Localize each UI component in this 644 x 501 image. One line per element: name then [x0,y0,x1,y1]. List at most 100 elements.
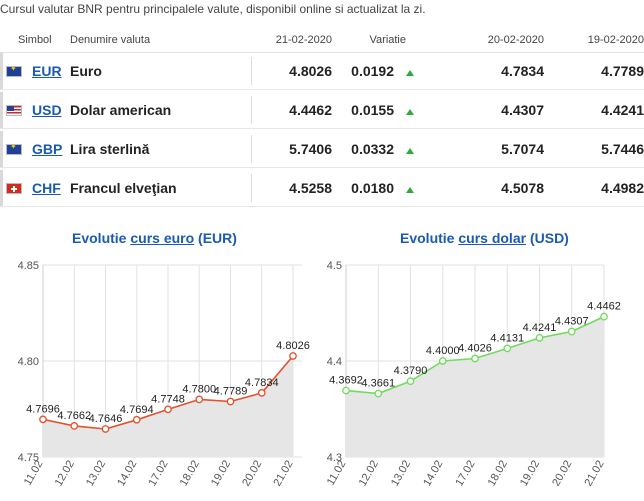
rate-variation: 0.0332 [351,141,394,157]
x-tick-label: 17.02 [453,459,477,489]
eu-flag-icon [6,65,22,77]
data-point [374,389,383,398]
rate-date-1: 4.4462 [289,102,332,118]
data-label: 4.4026 [458,343,492,355]
arrow-up-icon [406,187,414,193]
header-date-1: 21-02-2020 [275,33,332,46]
eu-flag-icon [6,143,22,155]
y-tick-label: 4.4 [327,356,342,368]
table-row: EUR Euro 4.8026 0.0192 4.7834 4.7789 [0,53,644,90]
data-label: 4.4131 [490,332,524,344]
rate-variation: 0.0192 [351,63,394,79]
currency-link-gbp[interactable]: GBP [32,141,63,157]
x-tick-label: 14.02 [421,459,445,489]
data-point [535,334,544,342]
data-label: 4.4241 [523,322,557,334]
usd-chart-link[interactable]: curs dolar [458,230,527,246]
rate-variation: 0.0180 [351,180,394,196]
data-point [101,425,110,433]
x-tick-label: 12.02 [53,459,77,489]
table-row: GBP Lira sterlină 5.7406 0.0332 5.7074 5… [0,131,644,168]
y-tick-label: 4.85 [18,260,39,272]
data-label: 4.8026 [276,340,310,352]
rate-date-1: 4.5258 [289,180,332,196]
arrow-up-icon [406,109,414,115]
data-label: 4.4462 [587,301,621,313]
arrow-up-icon [406,148,414,154]
data-label: 4.7800 [182,383,216,395]
usd-chart-title: Evolutie curs dolar (USD) [400,230,569,246]
x-tick-label: 12.02 [357,459,381,489]
x-tick-label: 19.02 [518,459,542,489]
eur-chart-title: Evolutie curs euro (EUR) [72,230,237,246]
rate-date-1: 5.7406 [289,141,332,157]
data-label: 4.7662 [57,410,91,422]
x-tick-label: 20.02 [240,459,264,489]
rate-date-3: 5.7446 [601,141,644,157]
data-label: 4.7646 [89,413,123,425]
data-point [70,422,79,430]
data-label: 4.4307 [555,316,589,328]
data-label: 4.7694 [120,404,154,416]
rate-date-3: 4.4982 [601,180,644,196]
arrow-up-icon [406,70,414,76]
currency-name: Francul elveţian [70,180,177,196]
x-tick-label: 18.02 [486,459,510,489]
currency-link-chf[interactable]: CHF [32,180,61,196]
data-point [567,327,576,336]
header-variation: Variatie [369,33,406,46]
data-point [600,312,608,321]
data-point [503,344,512,353]
data-point [289,352,297,360]
data-label: 4.3790 [394,365,428,377]
usd-line-chart: 4.34.44.511.02 12.02 13.02 14.02 17.02 18.02 1… [325,260,621,489]
header-symbol: Simbol [18,33,52,46]
header-date-3: 19-02-2020 [587,33,644,46]
data-label: 4.7696 [26,403,60,415]
data-point [164,405,172,414]
header-date-2: 20-02-2020 [487,33,544,46]
data-point [471,354,479,363]
eur-chart-link[interactable]: curs euro [130,230,195,246]
data-point [438,357,447,365]
data-point [195,395,204,404]
x-tick-label: 13.02 [84,459,108,489]
data-label: 4.7834 [245,377,279,389]
x-tick-label: 18.02 [178,459,202,489]
table-row: USD Dolar american 4.4462 0.0155 4.4307 … [0,92,644,129]
data-label: 4.3692 [329,375,363,387]
exchange-rates-table: Simbol Denumire valuta 21-02-2020 Variat… [0,27,644,209]
x-tick-label: 14.02 [115,459,139,489]
currency-name: Lira sterlină [70,141,150,157]
rate-date-3: 4.4241 [601,102,644,118]
x-tick-label: 20.02 [550,459,574,489]
data-label: 4.7748 [151,393,185,405]
rate-date-1: 4.8026 [289,63,332,79]
data-label: 4.4000 [426,345,460,357]
us-flag-icon [6,104,22,116]
rate-variation: 0.0155 [351,102,394,118]
data-point [132,415,141,424]
header-name: Denumire valuta [70,33,151,46]
x-tick-label: 17.02 [146,459,170,489]
x-tick-label: 21.02 [271,459,295,489]
data-point [342,386,350,395]
rate-date-3: 4.7789 [601,63,644,79]
x-tick-label: 19.02 [209,459,233,489]
x-tick-label: 21.02 [582,459,606,489]
page-caption: Cursul valutar BNR pentru principalele v… [0,2,426,16]
data-point [226,397,235,406]
ch-flag-icon [6,182,22,194]
rate-date-2: 4.5078 [501,180,544,196]
y-tick-label: 4.75 [18,452,39,464]
table-header: Simbol Denumire valuta 21-02-2020 Variat… [0,27,644,53]
currency-link-usd[interactable]: USD [32,102,62,118]
currency-name: Euro [70,63,102,79]
data-label: 4.7789 [214,386,248,398]
data-label: 4.3661 [361,378,395,390]
usd-area [346,316,604,457]
currency-link-eur[interactable]: EUR [32,63,62,79]
y-tick-label: 4.3 [327,452,342,464]
data-point [257,389,266,397]
